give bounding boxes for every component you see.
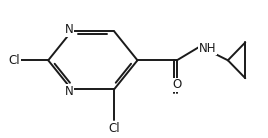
Text: Cl: Cl (109, 122, 120, 135)
Text: NH: NH (199, 42, 217, 55)
Text: O: O (172, 78, 181, 91)
Text: N: N (65, 23, 74, 36)
Text: Cl: Cl (9, 54, 20, 67)
Text: N: N (65, 85, 74, 98)
